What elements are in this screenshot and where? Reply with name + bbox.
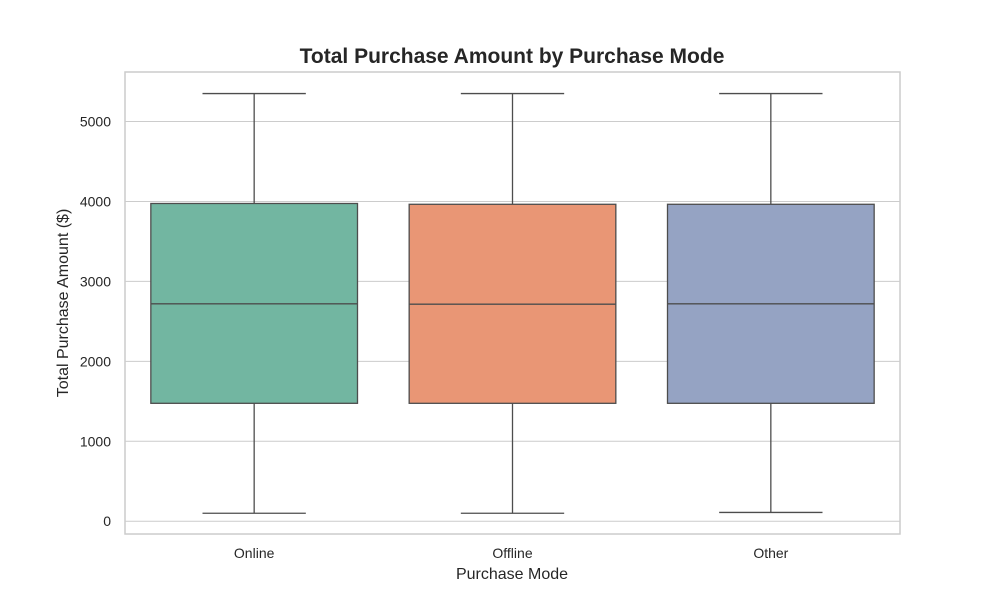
y-tick-label: 1000 bbox=[80, 433, 111, 449]
box-online bbox=[150, 92, 359, 514]
y-tick-label: 0 bbox=[103, 513, 111, 529]
x-tick-label: Online bbox=[234, 545, 275, 561]
x-tick-labels: Online Offline Other bbox=[234, 545, 789, 561]
y-tick-label: 5000 bbox=[80, 114, 111, 130]
box-series bbox=[150, 92, 875, 514]
x-tick-label: Offline bbox=[492, 545, 532, 561]
y-tick-label: 4000 bbox=[80, 193, 111, 209]
y-tick-label: 2000 bbox=[80, 353, 111, 369]
box-other bbox=[666, 92, 875, 514]
chart-title: Total Purchase Amount by Purchase Mode bbox=[300, 45, 725, 68]
y-axis-label: Total Purchase Amount ($) bbox=[55, 209, 72, 398]
x-tick-label: Other bbox=[753, 545, 788, 561]
x-axis-label: Purchase Mode bbox=[456, 566, 568, 583]
box-offline bbox=[408, 92, 617, 514]
plot-frame bbox=[124, 71, 901, 535]
y-tick-labels: 0 1000 2000 3000 4000 5000 bbox=[80, 114, 111, 530]
y-tick-label: 3000 bbox=[80, 273, 111, 289]
